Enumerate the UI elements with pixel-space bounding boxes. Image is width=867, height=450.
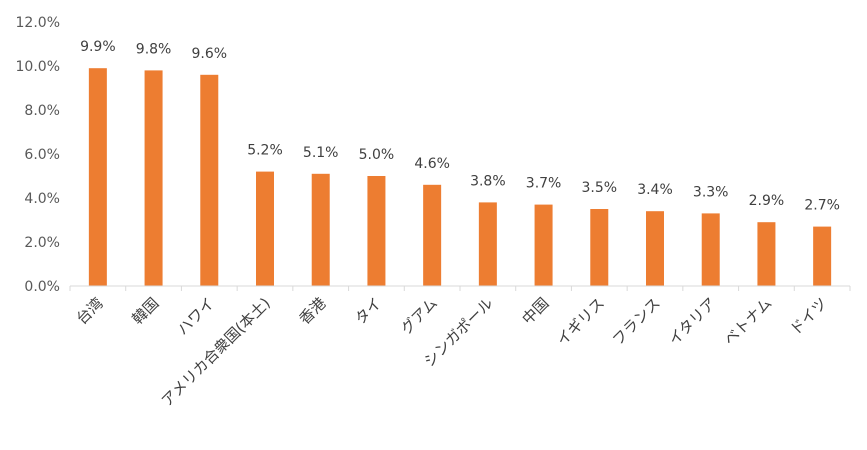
data-label: 3.8%: [470, 173, 506, 189]
x-category-label: グアム: [397, 294, 441, 338]
data-label: 5.2%: [247, 143, 283, 159]
data-labels: 9.9% 9.8% 9.6% 5.2% 5.1% 5.0% 4.6% 3.8% 3.7% 3.5%…: [80, 39, 840, 213]
bar: [256, 171, 274, 286]
bar: [88, 68, 107, 286]
x-category-label: イギリス: [553, 294, 608, 349]
bars: [88, 68, 832, 287]
bar: [200, 74, 219, 286]
y-tick-label: 6.0%: [24, 147, 60, 163]
data-label: 9.6%: [191, 46, 227, 62]
data-label: 2.7%: [804, 198, 840, 214]
bar: [478, 202, 497, 286]
bar: [701, 213, 720, 286]
bar: [646, 211, 664, 286]
data-label: 5.0%: [359, 147, 395, 163]
bar: [590, 209, 609, 286]
data-label: 5.1%: [303, 145, 339, 161]
y-tick-label: 12.0%: [16, 15, 60, 31]
bar: [757, 222, 776, 286]
x-category-label: イタリア: [665, 294, 720, 349]
y-tick-label: 2.0%: [24, 235, 60, 251]
data-label: 3.3%: [693, 184, 729, 200]
data-label: 9.8%: [136, 41, 172, 57]
bar: [367, 176, 386, 286]
x-category-label: 韓国: [128, 294, 162, 328]
data-label: 2.9%: [749, 193, 785, 209]
bar: [423, 184, 442, 286]
x-category-label: ハワイ: [174, 294, 219, 339]
x-category-label: 香港: [296, 294, 330, 328]
bar: [813, 226, 832, 286]
x-category-label: ベトナム: [720, 294, 775, 349]
x-category-label: アメリカ合衆国(本土): [158, 294, 274, 410]
x-category-label: 中国: [518, 294, 552, 328]
data-label: 4.6%: [414, 156, 450, 172]
bar: [534, 204, 553, 286]
y-axis: 0.0% 2.0% 4.0% 6.0% 8.0% 10.0% 12.0%: [16, 15, 60, 295]
data-label: 3.4%: [637, 182, 673, 198]
y-tick-label: 10.0%: [16, 59, 60, 75]
x-category-label: 台湾: [73, 294, 107, 328]
y-tick-label: 8.0%: [24, 103, 60, 119]
bar: [311, 173, 330, 286]
x-category-label: ドイツ: [786, 294, 831, 339]
data-label: 9.9%: [80, 39, 116, 55]
y-tick-label: 0.0%: [24, 279, 60, 295]
y-tick-label: 4.0%: [24, 191, 60, 207]
x-category-label: タイ: [351, 294, 385, 328]
bar: [144, 70, 163, 287]
x-category-label: フランス: [609, 294, 664, 349]
data-label: 3.5%: [581, 180, 617, 196]
data-label: 3.7%: [526, 176, 562, 192]
